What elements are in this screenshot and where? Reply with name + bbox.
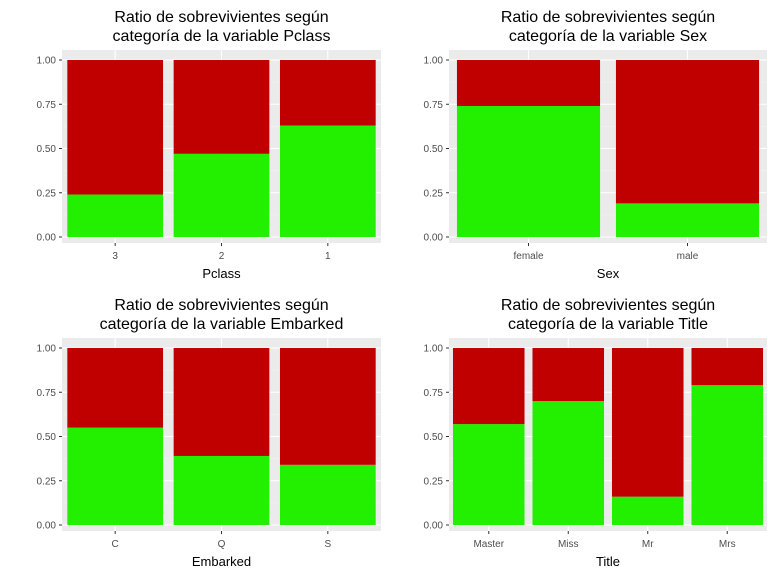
bar-not-survived-2 bbox=[173, 60, 270, 154]
x-tick-label: C bbox=[112, 539, 119, 550]
bar-survived-master bbox=[452, 424, 525, 525]
x-tick-label: Miss bbox=[558, 539, 579, 550]
y-tick-label: 1.00 bbox=[424, 56, 444, 67]
bar-not-survived-c bbox=[67, 348, 164, 428]
x-tick-label: Mr bbox=[642, 539, 654, 550]
x-axis-title: Pclass bbox=[202, 266, 241, 281]
bar-survived-3 bbox=[67, 194, 164, 237]
bar-not-survived-3 bbox=[67, 60, 164, 195]
y-tick-label: 0.75 bbox=[37, 388, 57, 399]
y-tick-label: 0.25 bbox=[37, 188, 57, 199]
x-tick-label: 1 bbox=[325, 251, 331, 262]
y-tick-label: 1.00 bbox=[37, 56, 57, 67]
chart-title-line-1: Ratio de sobrevivientes según bbox=[501, 297, 715, 314]
y-tick-label: 1.00 bbox=[424, 344, 444, 355]
y-tick-label: 1.00 bbox=[37, 344, 57, 355]
bar-not-survived-mrs bbox=[691, 348, 764, 386]
x-axis-title: Sex bbox=[597, 266, 620, 281]
x-axis-title: Embarked bbox=[192, 554, 251, 569]
bar-survived-mr bbox=[611, 496, 684, 525]
y-tick-label: 0.75 bbox=[424, 388, 444, 399]
bar-survived-s bbox=[279, 464, 376, 525]
chart-title-line-1: Ratio de sobrevivientes según bbox=[114, 9, 328, 26]
y-tick-label: 0.00 bbox=[37, 521, 57, 532]
bar-not-survived-master bbox=[452, 348, 525, 425]
x-tick-label: 2 bbox=[219, 251, 225, 262]
bar-not-survived-female bbox=[456, 60, 601, 107]
y-tick-label: 0.00 bbox=[37, 233, 57, 244]
y-tick-label: 0.75 bbox=[37, 100, 57, 111]
y-tick-label: 0.75 bbox=[424, 100, 444, 111]
bar-survived-1 bbox=[279, 125, 376, 237]
chart-title-line-2: categoría de la variable Embarked bbox=[100, 316, 344, 333]
x-tick-label: Master bbox=[473, 539, 504, 550]
bar-not-survived-miss bbox=[532, 348, 605, 402]
x-tick-label: Q bbox=[218, 539, 226, 550]
bar-survived-male bbox=[615, 203, 760, 237]
bar-not-survived-male bbox=[615, 60, 760, 204]
chart-title-line-1: Ratio de sobrevivientes según bbox=[501, 9, 715, 26]
y-tick-label: 0.50 bbox=[37, 144, 57, 155]
bar-not-survived-s bbox=[279, 348, 376, 465]
chart-panel-4: 0.00 0.25 0.50 0.75 1.00 Master Miss Mr Mrs Title… bbox=[424, 297, 767, 569]
bar-not-survived-1 bbox=[279, 60, 376, 126]
chart-panel-1: 0.00 0.25 0.50 0.75 1.00 3 2 1 Pclass Ratio de so… bbox=[37, 9, 381, 281]
chart-title-line-2: categoría de la variable Title bbox=[508, 316, 708, 333]
y-tick-label: 0.25 bbox=[424, 476, 444, 487]
x-tick-label: S bbox=[324, 539, 331, 550]
bar-survived-c bbox=[67, 427, 164, 525]
bar-survived-mrs bbox=[691, 385, 764, 525]
chart-panel-2: 0.00 0.25 0.50 0.75 1.00 female male Sex Ratio d… bbox=[424, 9, 767, 281]
y-tick-label: 0.50 bbox=[424, 144, 444, 155]
chart-title-line-1: Ratio de sobrevivientes según bbox=[114, 297, 328, 314]
x-tick-label: female bbox=[513, 251, 543, 262]
bar-survived-female bbox=[456, 106, 601, 238]
bar-survived-q bbox=[173, 455, 270, 525]
chart-title-line-2: categoría de la variable Sex bbox=[509, 28, 707, 45]
y-tick-label: 0.25 bbox=[37, 476, 57, 487]
y-tick-label: 0.00 bbox=[424, 233, 444, 244]
x-axis-title: Title bbox=[596, 554, 620, 569]
bar-survived-2 bbox=[173, 153, 270, 237]
x-tick-label: 3 bbox=[112, 251, 118, 262]
bar-not-survived-mr bbox=[611, 348, 684, 497]
y-tick-label: 0.00 bbox=[424, 521, 444, 532]
y-tick-label: 0.50 bbox=[424, 432, 444, 443]
x-tick-label: male bbox=[677, 251, 699, 262]
bar-survived-miss bbox=[532, 401, 605, 525]
chart-title-line-2: categoría de la variable Pclass bbox=[113, 28, 331, 45]
y-tick-label: 0.50 bbox=[37, 432, 57, 443]
chart-panel-3: 0.00 0.25 0.50 0.75 1.00 C Q S Embarked Ratio de … bbox=[37, 297, 381, 569]
y-tick-label: 0.25 bbox=[424, 188, 444, 199]
bar-not-survived-q bbox=[173, 348, 270, 456]
x-tick-label: Mrs bbox=[719, 539, 736, 550]
